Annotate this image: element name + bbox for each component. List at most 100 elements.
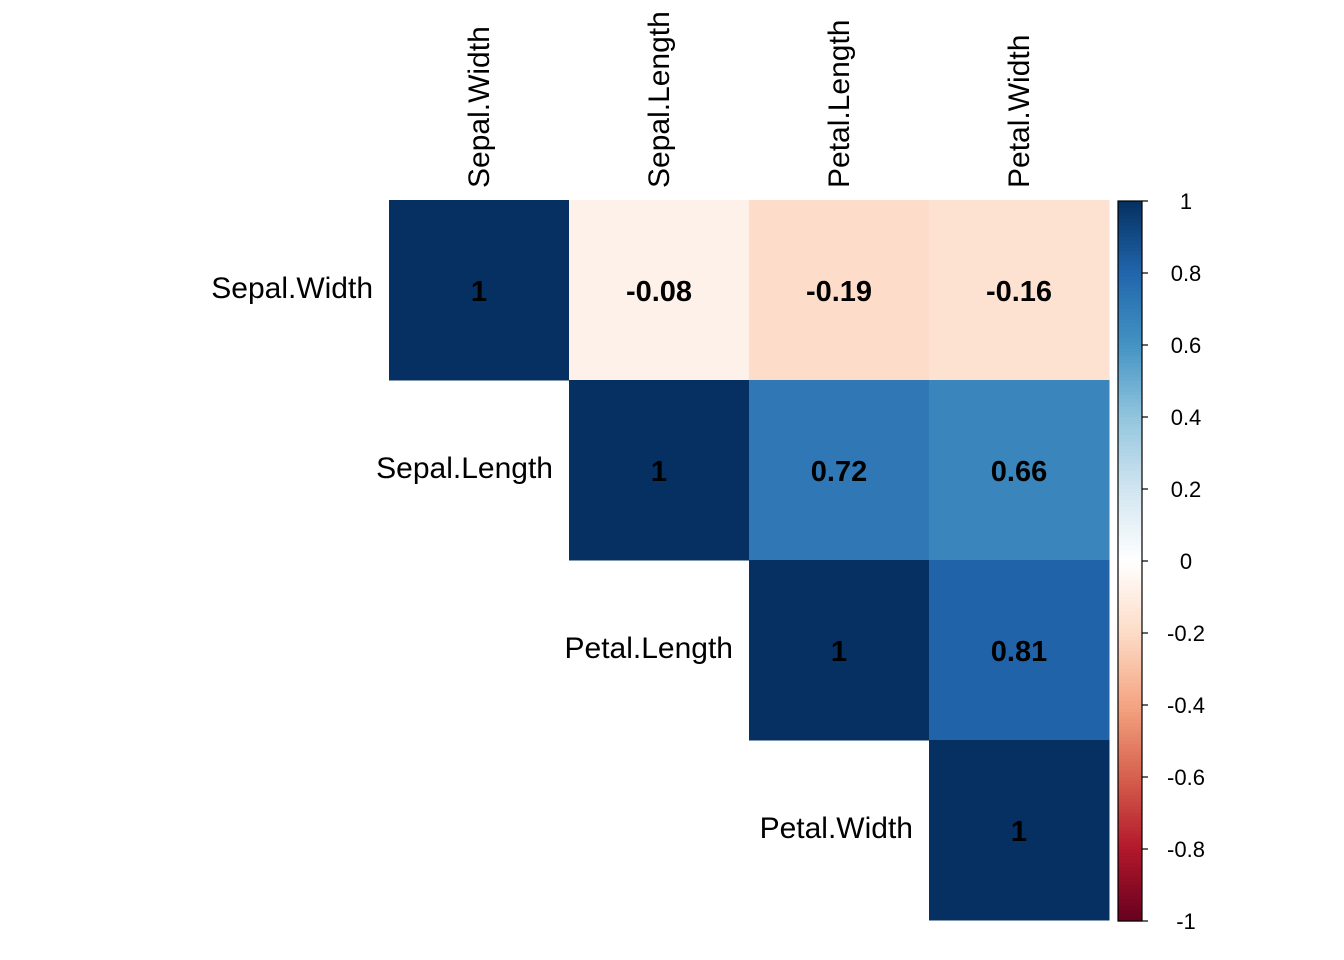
colorbar-segment: [1118, 543, 1142, 548]
colorbar-segment: [1118, 557, 1142, 562]
colorbar-segment: [1118, 413, 1142, 418]
colorbar-segment: [1118, 294, 1142, 299]
colorbar-segment: [1118, 856, 1142, 861]
colorbar-segment: [1118, 586, 1142, 591]
colorbar-segment: [1118, 582, 1142, 587]
colorbar-segment: [1118, 456, 1142, 461]
colorbar-segment: [1118, 337, 1142, 342]
colorbar-segment: [1118, 550, 1142, 555]
colorbar-segment: [1118, 654, 1142, 659]
colorbar-segment: [1118, 863, 1142, 868]
colorbar-segment: [1118, 867, 1142, 872]
colorbar-segment: [1118, 514, 1142, 519]
colorbar-segment: [1118, 751, 1142, 756]
colorbar-segment: [1118, 406, 1142, 411]
colorbar-segment: [1118, 787, 1142, 792]
column-label-1: Sepal.Length: [643, 11, 676, 188]
colorbar-segment: [1118, 777, 1142, 782]
colorbar-segment: [1118, 780, 1142, 785]
colorbar-segment: [1118, 370, 1142, 375]
colorbar-segment: [1118, 841, 1142, 846]
colorbar-segment: [1118, 719, 1142, 724]
colorbar-segment: [1118, 661, 1142, 666]
colorbar-segment: [1118, 784, 1142, 789]
colorbar-segment: [1118, 762, 1142, 767]
colorbar-segment: [1118, 744, 1142, 749]
colorbar-segment: [1118, 323, 1142, 328]
colorbar-segment: [1118, 888, 1142, 893]
column-label-3: Petal.Width: [1003, 35, 1036, 188]
colorbar-segment: [1118, 312, 1142, 317]
colorbar-segment: [1118, 859, 1142, 864]
colorbar-segment: [1118, 917, 1142, 922]
colorbar-segment: [1118, 478, 1142, 483]
cell-value-labels: 1 -0.08 -0.19 -0.16 1 0.72 0.66 1 0.81 1: [471, 276, 1052, 848]
colorbar-segment: [1118, 687, 1142, 692]
colorbar-segment: [1118, 683, 1142, 688]
colorbar-segment: [1118, 813, 1142, 818]
cell-value-2-3: 0.81: [991, 636, 1047, 668]
colorbar-segment: [1118, 874, 1142, 879]
colorbar-segment: [1118, 399, 1142, 404]
colorbar-segment: [1118, 895, 1142, 900]
colorbar-segment: [1118, 298, 1142, 303]
colorbar-segment: [1118, 316, 1142, 321]
colorbar-segment: [1118, 503, 1142, 508]
colorbar-segment: [1118, 672, 1142, 677]
colorbar-segment: [1118, 215, 1142, 220]
colorbar-segment: [1118, 222, 1142, 227]
colorbar-segment: [1118, 237, 1142, 242]
colorbar-segment: [1118, 579, 1142, 584]
colorbar-segment: [1118, 427, 1142, 432]
colorbar-segment: [1118, 525, 1142, 530]
colorbar-segment: [1118, 280, 1142, 285]
colorbar-segment: [1118, 352, 1142, 357]
colorbar-segment: [1118, 255, 1142, 260]
colorbar-segment: [1118, 474, 1142, 479]
colorbar-segment: [1118, 913, 1142, 918]
colorbar-segment: [1118, 471, 1142, 476]
colorbar-segment: [1118, 330, 1142, 335]
colorbar-segment: [1118, 499, 1142, 504]
cell-value-0-1: -0.08: [626, 276, 692, 308]
heatmap-cell-1-2: [749, 380, 930, 561]
colorbar-segment: [1118, 546, 1142, 551]
colorbar-segment: [1118, 204, 1142, 209]
heatmap-cell-0-2: [749, 200, 930, 381]
colorbar-segment: [1118, 489, 1142, 494]
colorbar-segment: [1118, 625, 1142, 630]
colorbar-segment: [1118, 409, 1142, 414]
colorbar-segment: [1118, 766, 1142, 771]
colorbar-segment: [1118, 823, 1142, 828]
colorbar-segment: [1118, 834, 1142, 839]
colorbar-segment: [1118, 611, 1142, 616]
colorbar-segment: [1118, 521, 1142, 526]
colorbar-segment: [1118, 733, 1142, 738]
colorbar-segment: [1118, 618, 1142, 623]
colorbar-segment: [1118, 283, 1142, 288]
colorbar-segment: [1118, 348, 1142, 353]
colorbar-tick-label: 0: [1180, 549, 1192, 574]
row-label-2: Petal.Length: [565, 632, 733, 665]
colorbar-segment: [1118, 463, 1142, 468]
colorbar-tick-label: -0.2: [1167, 621, 1205, 646]
column-label-0: Sepal.Width: [463, 26, 496, 188]
colorbar-segment: [1118, 705, 1142, 710]
colorbar-segment: [1118, 528, 1142, 533]
colorbar-segment: [1118, 906, 1142, 911]
colorbar-segment: [1118, 345, 1142, 350]
colorbar-segment: [1118, 265, 1142, 270]
colorbar-segment: [1118, 334, 1142, 339]
colorbar-segment: [1118, 395, 1142, 400]
colorbar-segment: [1118, 755, 1142, 760]
colorbar-segment: [1118, 485, 1142, 490]
colorbar-segment: [1118, 481, 1142, 486]
colorbar-segment: [1118, 885, 1142, 890]
colorbar-segment: [1118, 287, 1142, 292]
colorbar-segment: [1118, 629, 1142, 634]
colorbar-segment: [1118, 244, 1142, 249]
colorbar-segment: [1118, 910, 1142, 915]
colorbar-segment: [1118, 535, 1142, 540]
colorbar-segment: [1118, 723, 1142, 728]
colorbar-segment: [1118, 507, 1142, 512]
